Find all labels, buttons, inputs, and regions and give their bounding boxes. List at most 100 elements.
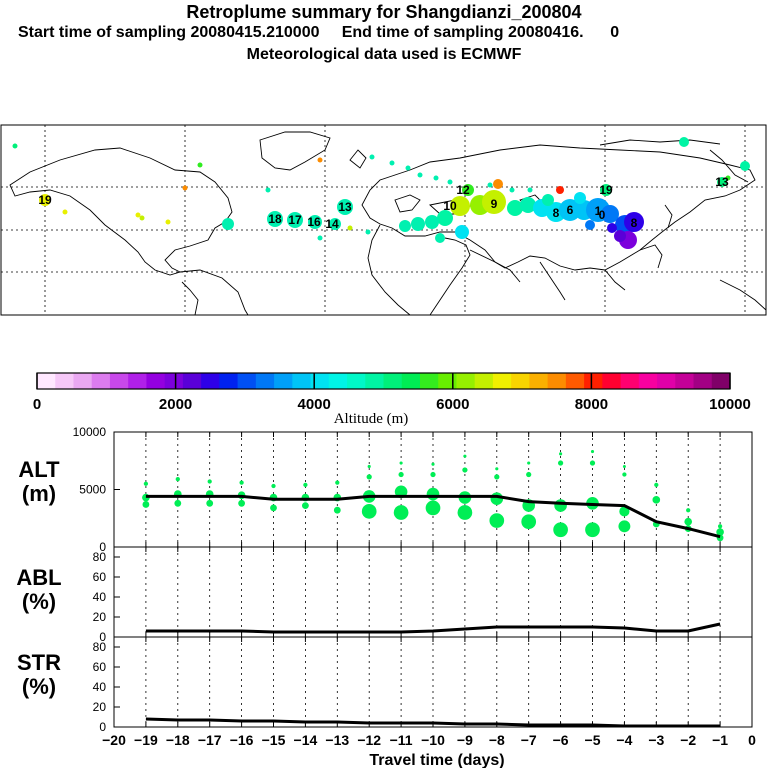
abl-ytick-label: 60 — [93, 570, 107, 584]
str-panel: 80 60 40 20 0 — [93, 636, 753, 734]
alt-scatter-point — [302, 502, 309, 509]
x-tick-label: −11 — [390, 732, 413, 748]
colorbar-swatch — [620, 373, 640, 389]
colorbar-swatch — [201, 373, 220, 389]
x-tick-label: −19 — [134, 732, 158, 748]
alt-scatter-point — [559, 452, 563, 456]
alt-scatter-point — [717, 524, 723, 529]
alt-scatter-point — [553, 522, 568, 538]
plume-dot-small — [317, 235, 323, 241]
plume-dot-small — [417, 172, 423, 178]
colorbar-swatch — [711, 373, 731, 389]
alt-scatter-point — [206, 499, 214, 507]
colorbar-swatch — [474, 373, 494, 389]
plume-dot — [411, 217, 425, 231]
alt-scatter-point — [426, 487, 440, 501]
plume-dot-small — [317, 157, 323, 163]
alt-ytick-label: 0 — [99, 540, 106, 554]
colorbar-swatch — [292, 373, 312, 389]
colorbar-tick-label: 10000 — [709, 396, 751, 413]
alt-panel: 10000 5000 0 — [73, 425, 753, 554]
alt-scatter-point — [333, 506, 341, 514]
plume-dot — [679, 137, 689, 147]
coastline-path — [181, 281, 199, 316]
abl-panel-label-line2: (%) — [22, 589, 56, 614]
plume-label-13: 13 — [715, 175, 729, 189]
plume-label-16: 16 — [307, 215, 321, 229]
plume-dot — [601, 205, 619, 223]
plume-dot — [39, 194, 51, 206]
alt-scatter-point — [589, 460, 596, 466]
coastline-path — [259, 131, 331, 171]
plume-dot — [614, 230, 626, 242]
plume-dot-small — [139, 215, 145, 221]
map-frame — [0, 124, 767, 316]
coastline-path — [539, 261, 566, 301]
str-ytick-label: 40 — [93, 680, 107, 694]
str-line — [145, 717, 721, 728]
plume-dot — [585, 220, 595, 230]
plume-dot — [559, 199, 581, 221]
plume-dot — [574, 192, 586, 204]
plume-dot — [267, 211, 283, 227]
plume-dot-small — [527, 187, 533, 193]
plume-dot — [455, 225, 469, 239]
plume-label-17: 17 — [288, 213, 302, 227]
colorbar-swatch — [565, 373, 585, 389]
colorbar-swatch — [328, 373, 348, 389]
chart-title: Retroplume summary for Shangdianzi_20080… — [186, 2, 582, 22]
coastline-path — [709, 149, 749, 183]
x-tick-label: −14 — [294, 732, 318, 748]
x-tick-label: −3 — [648, 732, 664, 748]
plume-dot — [435, 233, 445, 243]
plume-dot — [437, 210, 453, 226]
x-tick-label: −20 — [102, 732, 126, 748]
abl-ytick-label: 80 — [93, 550, 107, 564]
alt-scatter-point — [431, 462, 435, 466]
alt-scatter-point — [457, 505, 473, 520]
x-axis: −20 −19 −18 −17 −16 −15 −14 −13 −12 −11 −10 −9 −8 −7−… — [102, 732, 756, 748]
alt-scatter-point — [716, 528, 724, 536]
colorbar-tick-label: 4000 — [298, 396, 331, 413]
alt-scatter-point — [462, 467, 468, 473]
x-tick-label: −10 — [421, 732, 445, 748]
coastline-path — [367, 224, 411, 316]
alt-ytick-label: 10000 — [73, 425, 107, 439]
x-tick-label: −13 — [325, 732, 349, 748]
plume-dot — [624, 212, 644, 232]
plume-dot-small — [487, 182, 493, 188]
x-tick-label: −6 — [553, 732, 569, 748]
colorbar-swatch — [182, 373, 202, 389]
coastline-path — [469, 249, 521, 283]
x-axis-label: Travel time (days) — [369, 752, 504, 768]
colorbar-swatch — [109, 373, 129, 389]
plume-dot-small — [62, 209, 68, 215]
colorbar-tick-label: 0 — [33, 396, 41, 413]
plume-dot — [607, 223, 617, 233]
plume-dot — [507, 200, 523, 216]
colorbar-swatch — [492, 373, 512, 389]
plume-dot-small — [182, 185, 188, 191]
alt-median-line — [145, 494, 721, 539]
alt-scatter-point — [489, 513, 505, 528]
plume-dot — [425, 215, 439, 229]
alt-scatter-point — [271, 483, 276, 489]
colorbar-swatch — [602, 373, 622, 389]
colorbar-swatch — [456, 373, 476, 389]
alt-scatter-point — [367, 464, 371, 469]
colorbar-swatch — [274, 373, 293, 389]
coastlines — [9, 131, 767, 316]
alt-scatter-point — [526, 471, 532, 478]
colorbar-swatch — [401, 373, 421, 389]
plume-dot — [287, 212, 303, 228]
alt-scatter-point — [143, 481, 149, 486]
colorbar-swatch — [693, 373, 713, 389]
colorbar-swatch — [91, 373, 111, 389]
alt-scatter-point — [521, 514, 537, 530]
plume-dot — [462, 184, 474, 196]
alt-scatter-point — [361, 504, 377, 519]
abl-panel: 80 60 40 20 0 — [93, 546, 753, 644]
plume-label-10: 10 — [443, 199, 457, 213]
colorbar-swatch — [438, 373, 457, 389]
